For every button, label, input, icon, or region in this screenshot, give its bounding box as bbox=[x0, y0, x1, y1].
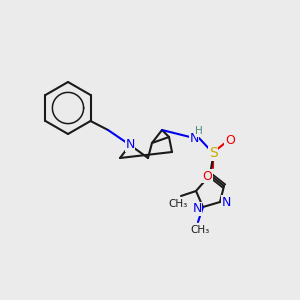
Text: O: O bbox=[225, 134, 235, 148]
Text: N: N bbox=[125, 139, 135, 152]
Text: S: S bbox=[208, 146, 217, 160]
Text: CH₃: CH₃ bbox=[190, 225, 210, 235]
Text: N: N bbox=[189, 131, 199, 145]
Text: N: N bbox=[221, 196, 231, 208]
Text: CH₃: CH₃ bbox=[168, 199, 188, 209]
Text: O: O bbox=[202, 169, 212, 182]
Text: N: N bbox=[192, 202, 202, 215]
Text: H: H bbox=[195, 126, 203, 136]
